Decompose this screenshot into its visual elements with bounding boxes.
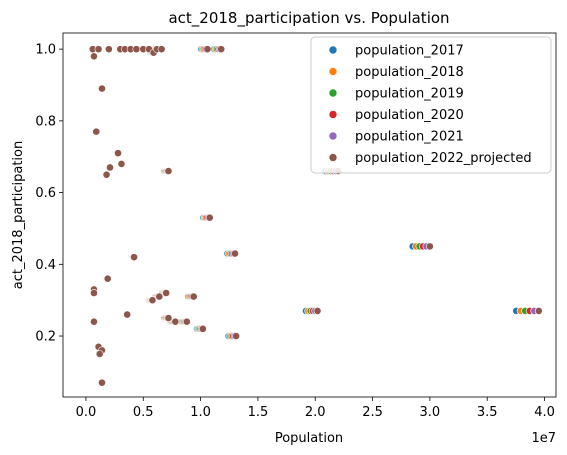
legend-label: population_2019 <box>355 87 464 102</box>
y-tick-label: 0.4 <box>35 258 56 273</box>
point-population_2022_projected-33 <box>164 314 173 322</box>
point-population_2022_projected-28 <box>148 296 157 305</box>
legend-item-population_2018: population_2018 <box>328 65 464 80</box>
point-population_2022_projected-35 <box>171 317 180 326</box>
point-population_2022_projected-41 <box>95 350 104 358</box>
point-population_2022_projected-30 <box>189 292 198 301</box>
point-population_2022_projected-37 <box>198 324 207 333</box>
x-tick-label: 1.5 <box>248 405 269 420</box>
x-tick-label: 1.0 <box>190 405 211 420</box>
point-population_2022_projected-20 <box>102 170 111 179</box>
point-population_2022_projected-31 <box>162 289 171 297</box>
legend-label: population_2021 <box>355 130 464 145</box>
legend-marker <box>328 67 338 76</box>
legend-label: population_2020 <box>355 108 464 123</box>
point-population_2022_projected-23 <box>231 249 239 258</box>
x-offset-text: 1e7 <box>531 431 556 446</box>
point-population_2022_projected-36 <box>182 317 191 326</box>
point-population_2022_projected-27 <box>90 289 98 297</box>
legend-label: population_2018 <box>355 65 464 80</box>
legend-label: population_2017 <box>355 44 464 59</box>
chart-title: act_2018_participation vs. Population <box>168 9 449 28</box>
legend-item-population_2020: population_2020 <box>328 108 464 123</box>
legend-item-population_2021: population_2021 <box>328 130 464 145</box>
legend-marker <box>328 131 338 141</box>
point-population_2022_projected-14 <box>217 45 226 54</box>
x-axis-title: Population <box>275 431 343 446</box>
point-population_2022_projected-38 <box>232 332 241 340</box>
y-tick-label: 0.2 <box>35 330 56 345</box>
point-population_2022_projected-3 <box>104 45 113 54</box>
point-population_2022_projected-25 <box>103 274 112 283</box>
point-population_2022_projected-24 <box>130 253 138 262</box>
legend-item-population_2019: population_2019 <box>328 87 464 102</box>
legend-marker <box>328 153 338 162</box>
point-population_2022_projected-45 <box>534 307 543 315</box>
x-tick-label: 3.0 <box>420 405 441 420</box>
point-population_2022_projected-46 <box>313 307 322 315</box>
x-tick-label: 3.5 <box>477 405 498 420</box>
point-population_2022_projected-16 <box>92 127 101 136</box>
x-tick-label: 0.5 <box>133 405 154 420</box>
y-tick-label: 0.8 <box>35 114 56 129</box>
legend-marker <box>328 45 338 55</box>
legend-frame <box>310 36 552 174</box>
point-population_2022_projected-29 <box>155 292 164 301</box>
legend-item-population_2022_projected: population_2022_projected <box>328 151 532 166</box>
x-tick-label: 2.0 <box>305 405 326 420</box>
point-population_2022_projected-15 <box>98 84 106 93</box>
legend-label: population_2022_projected <box>355 151 532 166</box>
point-population_2022_projected-34 <box>90 317 98 326</box>
point-population_2022_projected-22 <box>205 213 214 222</box>
point-population_2022_projected-18 <box>106 163 114 172</box>
point-population_2022_projected-44 <box>425 242 434 251</box>
legend-marker <box>328 110 338 119</box>
point-population_2022_projected-32 <box>123 310 132 319</box>
y-tick-label: 1.0 <box>35 43 56 58</box>
plot-frame <box>62 32 557 398</box>
point-population_2022_projected-7 <box>132 45 141 54</box>
point-population_2022_projected-1 <box>90 52 98 61</box>
points-layer <box>88 45 543 387</box>
y-axis: 0.2 0.4 0.6 0.8 1.0 <box>35 43 63 345</box>
y-tick-label: 0.6 <box>35 186 56 201</box>
point-population_2022_projected-12 <box>157 45 166 54</box>
point-population_2022_projected-13 <box>203 45 212 54</box>
x-tick-label: 4.0 <box>534 405 555 420</box>
point-population_2022_projected-42 <box>98 378 106 387</box>
x-tick-label: 0.0 <box>76 405 97 420</box>
x-tick-label: 2.5 <box>362 405 383 420</box>
y-axis-title: act_2018_participation <box>11 141 26 289</box>
point-population_2022_projected-19 <box>117 159 126 168</box>
x-axis: 0.0 0.5 1.0 1.5 2.0 2.5 3.0 3.5 4.0 <box>76 397 555 420</box>
point-population_2022_projected-17 <box>114 149 122 158</box>
series-population_2022_projected <box>88 45 543 387</box>
point-population_2022_projected-2 <box>94 45 103 54</box>
point-population_2022_projected-21 <box>164 167 173 175</box>
legend-item-population_2017: population_2017 <box>328 44 464 59</box>
legend: population_2017 population_2018 population… <box>310 36 552 174</box>
legend-marker <box>328 88 338 98</box>
